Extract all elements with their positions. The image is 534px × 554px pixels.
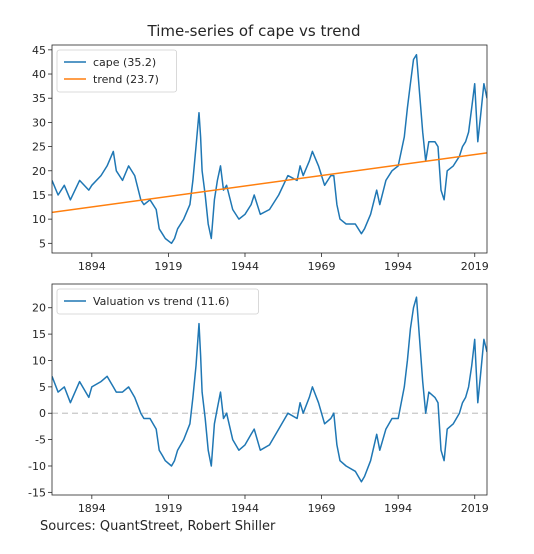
y-tick-label: 30 [32, 116, 46, 129]
axes-frame [51, 283, 488, 496]
y-tick-label: 20 [32, 302, 46, 315]
y-tick-label: 15 [32, 189, 46, 202]
x-tick-label: 1969 [308, 260, 336, 273]
series-line-trend [52, 152, 487, 214]
x-tick-label: 2019 [461, 260, 489, 273]
y-tick-label: 5 [39, 381, 46, 394]
series-line-valuation [52, 296, 487, 483]
plot-area [52, 53, 487, 245]
legend-box [56, 288, 259, 315]
x-tick-label: 1919 [154, 502, 182, 515]
x-tick-label: 2019 [461, 502, 489, 515]
y-tick-label: 25 [32, 141, 46, 154]
x-tick-label: 1894 [78, 502, 106, 515]
x-tick-label: 1919 [154, 260, 182, 273]
y-tick-label: -15 [28, 486, 46, 499]
legend: cape (35.2) trend (23.7) [56, 49, 177, 93]
x-tick-label: 1969 [308, 502, 336, 515]
x-tick-label: 1944 [231, 260, 259, 273]
y-tick-label: 45 [32, 44, 46, 57]
y-tick-label: 20 [32, 165, 46, 178]
plot-area [52, 296, 487, 483]
y-tick-label: 10 [32, 213, 46, 226]
legend-label: trend (23.7) [93, 73, 159, 86]
y-tick-label: 5 [39, 237, 46, 250]
y-tick-label: 0 [39, 407, 46, 420]
legend-label: cape (35.2) [93, 56, 156, 69]
legend-box [56, 49, 177, 93]
x-tick-label: 1894 [78, 260, 106, 273]
y-tick-label: -5 [35, 434, 46, 447]
bottom-panel: 1894 1919 1944 1969 1994 2019 -15 -10 -5 0 5 10 15 20… [28, 283, 489, 515]
legend: Valuation vs trend (11.6) [56, 288, 259, 315]
y-tick-label: 15 [32, 328, 46, 341]
y-tick-label: -10 [28, 460, 46, 473]
x-tick-label: 1994 [384, 502, 412, 515]
chart-title: Time-series of cape vs trend [147, 22, 361, 40]
x-tick-label: 1994 [384, 260, 412, 273]
top-panel: 1894 1919 1944 1969 1994 2019 5 10 15 20 25 30 35 40 4… [32, 44, 489, 273]
y-tick-label: 10 [32, 354, 46, 367]
axes-frame [51, 44, 488, 254]
sources-note: Sources: QuantStreet, Robert Shiller [40, 519, 276, 534]
y-tick-label: 35 [32, 92, 46, 105]
series-line-cape [52, 53, 487, 245]
y-tick-label: 40 [32, 68, 46, 81]
legend-label: Valuation vs trend (11.6) [93, 295, 229, 308]
x-tick-label: 1944 [231, 502, 259, 515]
